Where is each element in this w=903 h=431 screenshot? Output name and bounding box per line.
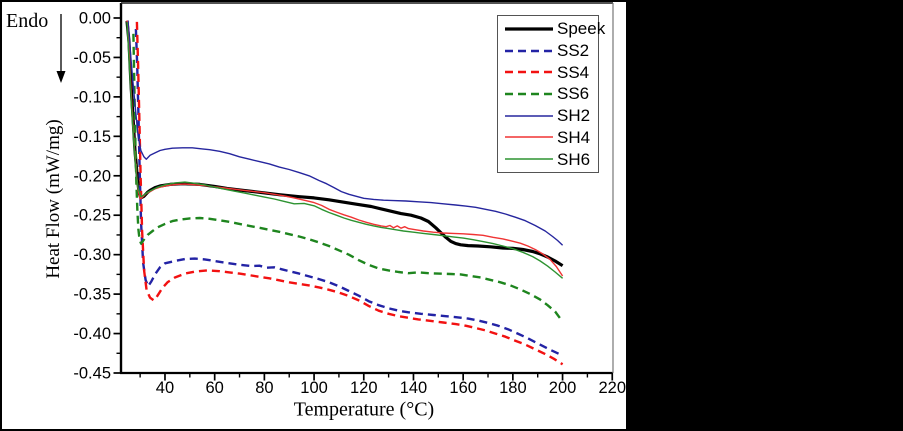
legend-line-sample-sh6 — [505, 158, 553, 160]
legend-item-ss4[interactable]: SS4 — [504, 62, 598, 82]
legend-label: SH4 — [557, 127, 591, 147]
endo-arrow-head — [56, 71, 66, 83]
y-tick-label: -0.40 — [73, 325, 111, 343]
x-tick-label: 220 — [598, 379, 626, 397]
series-curve-ss6[interactable] — [132, 33, 564, 323]
legend-item-sh4[interactable]: SH4 — [504, 127, 598, 147]
x-tick-label: 120 — [350, 379, 378, 397]
legend-line-sample-ss2 — [505, 49, 553, 52]
legend-label: Speek — [557, 19, 606, 39]
x-tick-label: 140 — [400, 379, 428, 397]
y-tick-label: -0.15 — [73, 128, 111, 146]
series-curve-sh2[interactable] — [127, 20, 564, 246]
y-axis-title: Heat Flow (mW/mg) — [43, 119, 64, 279]
x-tick-label: 160 — [449, 379, 477, 397]
legend-label: SS4 — [557, 62, 590, 82]
x-axis-title: Temperature (°C) — [293, 398, 435, 421]
x-tick-label: 180 — [499, 379, 527, 397]
legend-label: SH2 — [557, 106, 591, 126]
series-curve-ss2[interactable] — [134, 28, 564, 357]
y-tick-label: -0.20 — [73, 167, 111, 185]
legend-item-ss2[interactable]: SS2 — [504, 41, 598, 61]
legend-label: SH6 — [557, 149, 591, 169]
y-tick-label: -0.25 — [73, 207, 111, 225]
legend-label: SS6 — [557, 84, 590, 104]
legend-box[interactable]: Speek SS2 SS4 SS6 SH2 SH4 SH6 — [497, 15, 605, 173]
endo-label: Endo — [6, 10, 49, 32]
legend-line-sample-ss4 — [505, 71, 553, 74]
x-tick-label: 40 — [156, 379, 174, 397]
y-tick-label: 0.00 — [79, 9, 111, 27]
series-curve-ss4[interactable] — [135, 21, 564, 366]
legend-item-sh2[interactable]: SH2 — [504, 106, 598, 126]
x-tick-label: 100 — [300, 379, 328, 397]
black-side-panel — [626, 0, 903, 431]
y-tick-label: -0.45 — [73, 365, 111, 383]
legend-line-sample-sh4 — [505, 136, 553, 139]
y-tick-label: -0.30 — [73, 246, 111, 264]
y-tick-label: -0.05 — [73, 49, 111, 67]
legend-item-sh6[interactable]: SH6 — [504, 149, 598, 169]
y-tick-label: -0.35 — [73, 286, 111, 304]
y-tick-label: -0.10 — [73, 88, 111, 106]
legend-line-sample-sh2 — [505, 114, 553, 117]
legend-label: SS2 — [557, 41, 590, 61]
legend-line-sample-speek — [505, 27, 553, 31]
legend-item-speek[interactable]: Speek — [504, 19, 605, 39]
legend-line-sample-ss6 — [505, 92, 553, 96]
legend-item-ss6[interactable]: SS6 — [504, 84, 598, 104]
x-tick-label: 60 — [205, 379, 223, 397]
x-tick-label: 80 — [255, 379, 273, 397]
series-curve-sh6[interactable] — [126, 21, 564, 279]
x-tick-label: 200 — [549, 379, 577, 397]
